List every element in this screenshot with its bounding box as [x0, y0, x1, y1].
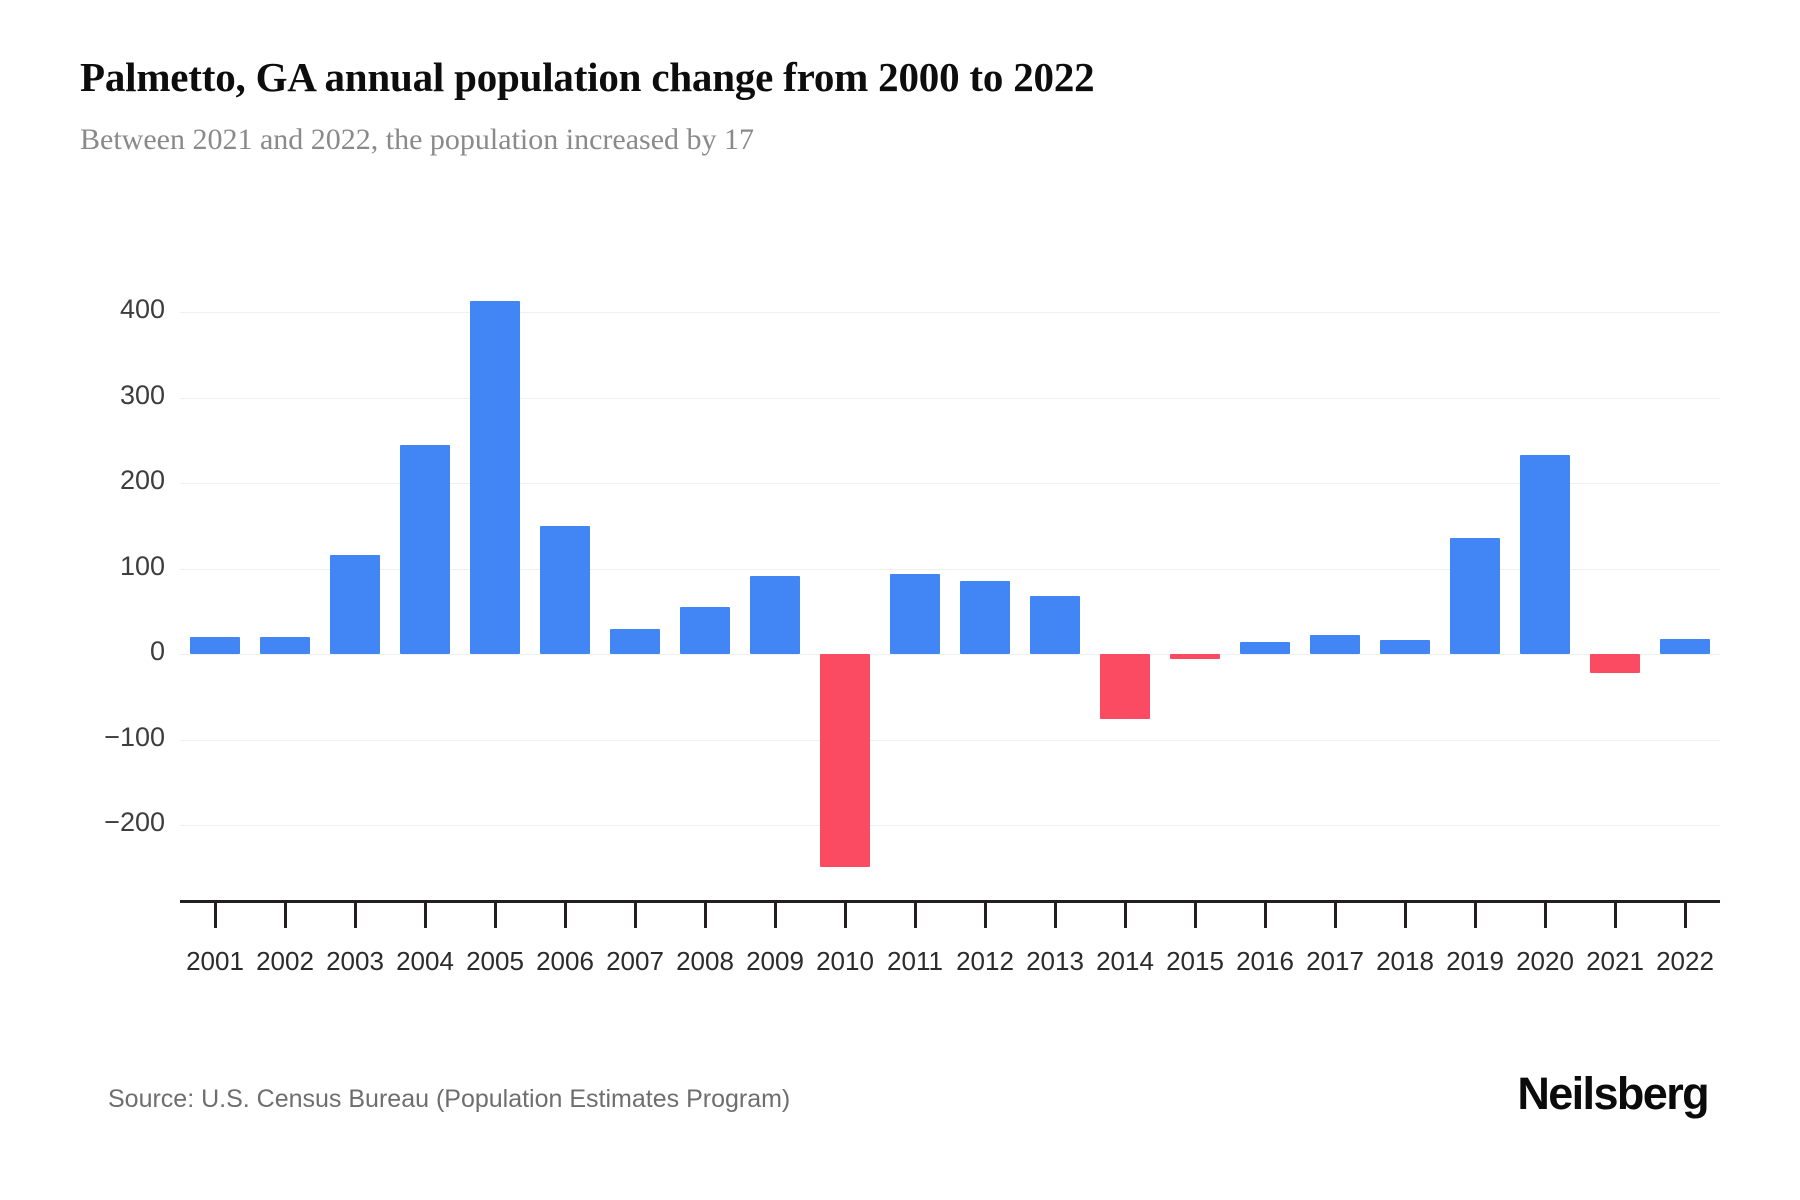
bar-2018[interactable] — [1379, 640, 1431, 654]
bar-2013[interactable] — [1029, 595, 1081, 654]
y-axis-label-200: 200 — [119, 465, 165, 495]
x-axis-label-2013: 2013 — [1026, 946, 1084, 976]
bar-2010[interactable] — [819, 654, 871, 867]
x-axis-label-2002: 2002 — [256, 946, 314, 976]
x-axis-label-2022: 2022 — [1656, 946, 1714, 976]
bar-2001[interactable] — [189, 636, 241, 654]
x-axis-tick-2009 — [774, 902, 777, 928]
x-axis-label-2017: 2017 — [1306, 946, 1364, 976]
x-axis-label-2003: 2003 — [326, 946, 384, 976]
x-axis-label-2012: 2012 — [956, 946, 1014, 976]
x-axis-label-2015: 2015 — [1166, 946, 1224, 976]
x-axis-label-2011: 2011 — [887, 946, 943, 976]
x-axis-tick-2015 — [1194, 902, 1197, 928]
bar-2015[interactable] — [1169, 654, 1221, 660]
x-axis-label-2008: 2008 — [676, 946, 734, 976]
gridline-100 — [180, 568, 1720, 570]
x-axis-tick-2010 — [844, 902, 847, 928]
x-axis-tick-2022 — [1684, 902, 1687, 928]
bar-2016[interactable] — [1239, 642, 1291, 654]
bar-2012[interactable] — [959, 581, 1011, 654]
x-axis-tick-2012 — [984, 902, 987, 928]
gridline-0 — [180, 654, 1720, 655]
y-axis-label-400: 400 — [119, 294, 165, 324]
x-axis-line — [180, 900, 1720, 903]
source-note: Source: U.S. Census Bureau (Population E… — [108, 1085, 791, 1113]
bar-2022[interactable] — [1659, 639, 1711, 654]
bar-2009[interactable] — [749, 576, 801, 654]
gridline-400 — [180, 312, 1720, 313]
y-axis-label--200: −200 — [104, 807, 165, 837]
x-axis-label-2020: 2020 — [1516, 946, 1574, 976]
page-title: Palmetto, GA annual population change fr… — [80, 54, 1095, 100]
x-axis-label-2014: 2014 — [1096, 946, 1154, 976]
x-axis-label-2004: 2004 — [396, 946, 454, 976]
bar-2004[interactable] — [399, 445, 451, 654]
x-axis-label-2001: 2001 — [186, 946, 244, 976]
x-axis-label-2006: 2006 — [536, 946, 594, 976]
bar-2006[interactable] — [539, 525, 591, 654]
x-axis-tick-2003 — [354, 902, 357, 928]
page-subtitle: Between 2021 and 2022, the population in… — [80, 123, 755, 156]
bar-2020[interactable] — [1519, 454, 1571, 654]
bar-2011[interactable] — [889, 574, 941, 654]
x-axis-label-2018: 2018 — [1376, 946, 1434, 976]
x-axis-tick-2020 — [1544, 902, 1547, 928]
x-axis-label-2016: 2016 — [1236, 946, 1294, 976]
bars-group — [180, 0, 1720, 1200]
x-axis-tick-2013 — [1054, 902, 1057, 928]
x-axis-tick-2008 — [704, 902, 707, 928]
x-axis-label-2005: 2005 — [466, 946, 524, 976]
x-axis-tick-2005 — [494, 902, 497, 928]
gridline-200 — [180, 483, 1720, 484]
y-axis-label-0: 0 — [149, 636, 165, 666]
x-axis-tick-2021 — [1614, 902, 1617, 928]
x-axis-tick-2011 — [914, 902, 917, 928]
brand-logo: Neilsberg — [1517, 1068, 1709, 1119]
x-axis-tick-2017 — [1334, 902, 1337, 928]
bar-2002[interactable] — [259, 636, 311, 654]
x-axis-tick-2018 — [1404, 902, 1407, 928]
x-axis-tick-2014 — [1124, 902, 1127, 928]
x-axis-label-2019: 2019 — [1446, 946, 1504, 976]
bar-2019[interactable] — [1449, 537, 1501, 654]
x-axis-tick-2019 — [1474, 902, 1477, 928]
bar-2017[interactable] — [1309, 635, 1361, 654]
x-axis-tick-2001 — [214, 902, 217, 928]
x-axis-label-2009: 2009 — [746, 946, 804, 976]
x-axis-label-2007: 2007 — [606, 946, 664, 976]
y-axis-label-300: 300 — [119, 379, 165, 410]
bar-2021[interactable] — [1589, 654, 1641, 673]
bar-2007[interactable] — [609, 629, 661, 654]
x-axis-tick-2006 — [564, 902, 567, 928]
gridline--200 — [180, 825, 1720, 826]
x-axis-label-2010: 2010 — [816, 946, 874, 976]
bar-2008[interactable] — [679, 606, 731, 654]
y-axis-label--100: −100 — [104, 721, 165, 752]
x-axis-tick-2007 — [634, 902, 637, 928]
gridline-300 — [180, 397, 1720, 399]
x-axis-tick-2016 — [1264, 902, 1267, 928]
x-axis-tick-2004 — [424, 902, 427, 928]
y-axis-label-100: 100 — [119, 550, 165, 581]
x-axis-label-2021: 2021 — [1586, 946, 1644, 976]
bar-2005[interactable] — [469, 300, 521, 654]
gridline--100 — [180, 739, 1720, 741]
bar-2003[interactable] — [329, 554, 381, 654]
bar-2014[interactable] — [1099, 654, 1151, 719]
x-axis-tick-2002 — [284, 902, 287, 928]
